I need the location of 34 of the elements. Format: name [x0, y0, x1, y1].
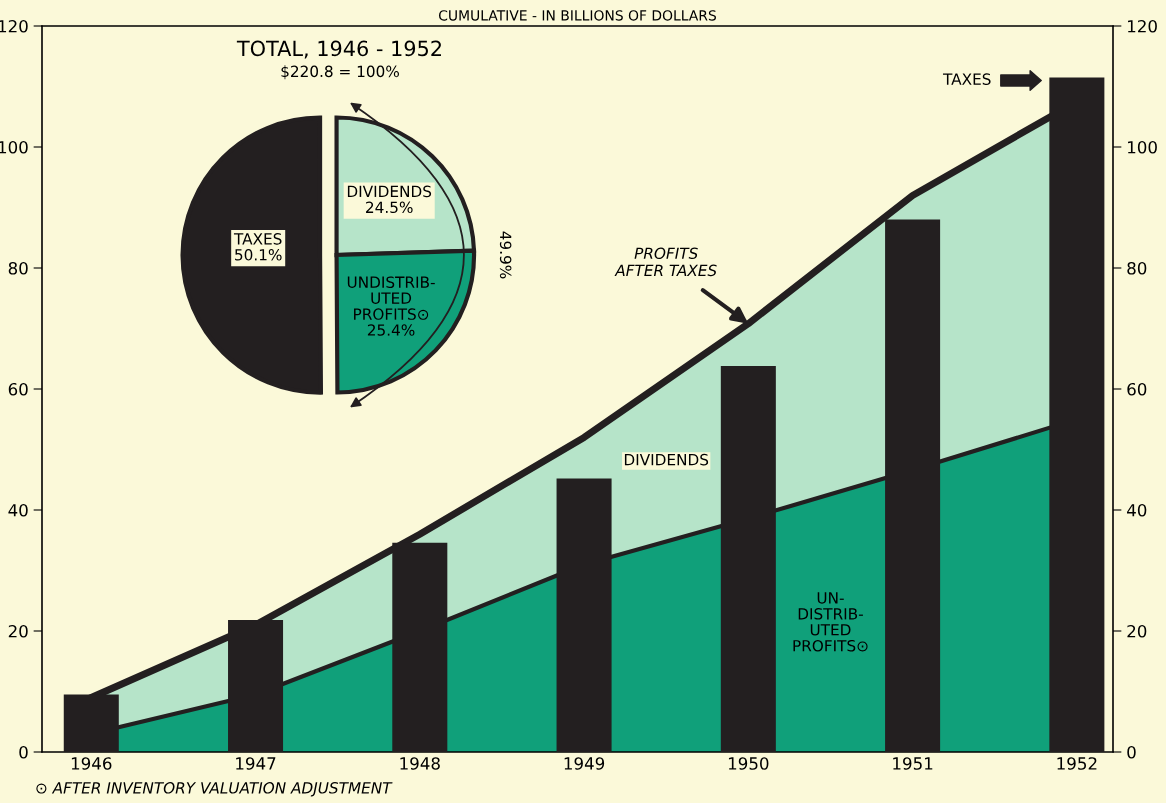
data-label: 50.1%: [235, 249, 282, 261]
chart-title: TOTAL, 1946 - 1952: [236, 40, 441, 59]
y2-tick-label: 60: [1127, 382, 1147, 396]
x-tick-label: 1950: [728, 757, 769, 770]
x-tick-label: 1952: [1057, 757, 1097, 770]
slice-label: DIVIDENDS: [347, 185, 432, 198]
x-tick-label: 1947: [236, 757, 276, 770]
series-label: DIVIDENDS: [624, 453, 709, 466]
series-label: UN- DISTRIB- UTED PROFITS⊙: [793, 592, 868, 652]
y-tick-label: 80: [8, 261, 28, 275]
y2-tick-label: 120: [1128, 19, 1157, 33]
y-tick-label: 40: [8, 503, 28, 517]
y-tick-label: 60: [8, 382, 28, 396]
text: ⊙ AFTER INVENTORY VALUATION ADJUSTMENT: [36, 782, 393, 797]
y-tick-label: 0: [19, 745, 28, 759]
annotation: PROFITS AFTER TAXES: [614, 247, 717, 277]
y2-tick-label: 0: [1127, 745, 1136, 759]
y2-tick-label: 40: [1127, 503, 1147, 517]
annotation: 49.9%: [499, 231, 512, 279]
x-tick-label: 1949: [564, 757, 605, 770]
y2-tick-label: 80: [1127, 261, 1147, 275]
slice-label: TAXES: [233, 233, 282, 245]
y2-tick-label: 20: [1127, 624, 1147, 638]
chart-title: CUMULATIVE - IN BILLIONS OF DOLLARS: [439, 10, 716, 21]
x-tick-label: 1946: [71, 757, 112, 770]
data-label: 24.5%: [366, 201, 413, 214]
y-tick-label: 20: [8, 624, 28, 638]
x-tick-label: 1951: [893, 757, 933, 770]
chart-subtitle: $220.8 = 100%: [281, 65, 399, 80]
legend-label: TAXES: [942, 73, 991, 85]
slice-label: UNDISTRIB- UTED PROFITS⊙: [347, 276, 435, 320]
y2-tick-label: 100: [1128, 140, 1157, 154]
data-label: 25.4%: [367, 324, 415, 336]
x-tick-label: 1948: [400, 757, 440, 770]
